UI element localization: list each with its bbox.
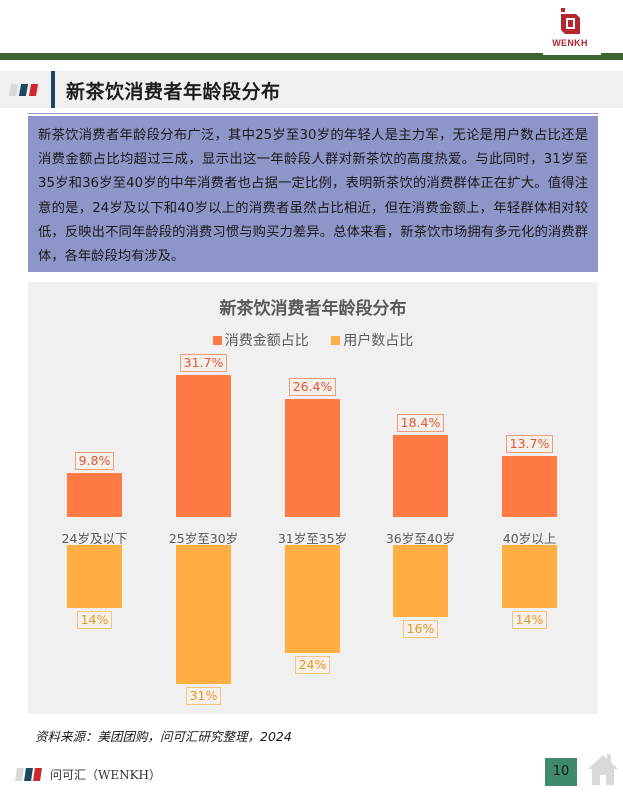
- page-title: 新茶饮消费者年龄段分布: [66, 81, 281, 103]
- data-label-spend: 13.7%: [495, 434, 565, 453]
- bar-users: [67, 545, 122, 608]
- header-rule: [0, 53, 623, 60]
- age-distribution-chart: 新茶饮消费者年龄段分布 消费金额占比 用户数占比 9.8% 24岁及以下 14% 31…: [28, 282, 598, 714]
- title-underline: [28, 113, 598, 114]
- title-bar: 新茶饮消费者年龄段分布: [0, 71, 623, 108]
- logo-mark-icon: [559, 8, 581, 34]
- footer-flag-grey: [15, 768, 24, 781]
- bar-users: [285, 545, 340, 653]
- data-label-users: 14%: [60, 610, 130, 629]
- legend-label-users: 用户数占比: [343, 333, 414, 349]
- footer-flag-red: [33, 768, 42, 781]
- legend-swatch-spend: [212, 336, 222, 345]
- source-note: 资料来源：美团团购，问可汇研究整理，2024: [35, 729, 292, 744]
- category-label: 31岁至35岁: [277, 531, 348, 546]
- data-label-users: 16%: [386, 619, 456, 638]
- bar-spend: [502, 455, 557, 517]
- flag-stripe-navy: [18, 84, 29, 96]
- wenkh-logo: WENKH: [540, 8, 600, 54]
- header-rule-gap: [543, 53, 601, 55]
- category-label: 24岁及以下: [61, 531, 128, 546]
- data-label-users: 14%: [495, 610, 565, 629]
- data-label-spend: 18.4%: [386, 413, 456, 432]
- home-icon[interactable]: [587, 751, 619, 787]
- bar-spend: [176, 374, 231, 517]
- data-label-spend: 31.7%: [169, 353, 239, 372]
- chart-title: 新茶饮消费者年龄段分布: [219, 299, 407, 319]
- bar-spend: [285, 398, 340, 517]
- bar-spend: [393, 434, 448, 517]
- footer-brand: 问可汇（WENKH）: [50, 768, 162, 782]
- legend-swatch-users: [331, 336, 341, 345]
- legend-label-spend: 消费金额占比: [224, 333, 309, 349]
- legend-item-users: 用户数占比: [331, 330, 413, 350]
- category-label: 36岁至40岁: [385, 531, 456, 546]
- bar-users: [502, 545, 557, 608]
- data-label-users: 24%: [278, 655, 348, 674]
- category-label: 40岁以上: [502, 531, 557, 546]
- chart-legend: 消费金额占比 用户数占比: [28, 330, 598, 350]
- data-label-users: 31%: [169, 686, 239, 705]
- title-divider: [51, 71, 55, 108]
- bar-users: [393, 545, 448, 617]
- summary-text: 新茶饮消费者年龄段分布广泛，其中25岁至30岁的年轻人是主力军，无论是用户数占比…: [28, 116, 598, 272]
- category-label: 25岁至30岁: [168, 531, 239, 546]
- legend-item-spend: 消费金额占比: [212, 330, 309, 350]
- page-number: 10: [545, 758, 577, 786]
- data-label-spend: 9.8%: [60, 452, 130, 471]
- bar-spend: [67, 473, 122, 517]
- logo-text: WENKH: [552, 38, 588, 48]
- flag-stripe-grey: [8, 84, 19, 96]
- bar-users: [176, 545, 231, 684]
- footer-flag-navy: [24, 768, 33, 781]
- data-label-spend: 26.4%: [278, 377, 348, 396]
- flag-stripe-red: [28, 84, 39, 96]
